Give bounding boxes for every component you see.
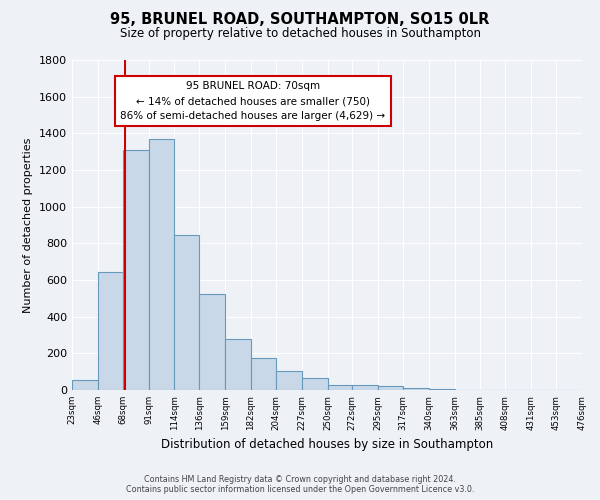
Bar <box>328 384 352 390</box>
Bar <box>378 386 403 390</box>
Bar <box>199 294 225 390</box>
X-axis label: Distribution of detached houses by size in Southampton: Distribution of detached houses by size … <box>161 438 493 451</box>
Bar <box>122 150 149 390</box>
Text: 95, BRUNEL ROAD, SOUTHAMPTON, SO15 0LR: 95, BRUNEL ROAD, SOUTHAMPTON, SO15 0LR <box>110 12 490 28</box>
Bar <box>251 358 276 390</box>
Text: Size of property relative to detached houses in Southampton: Size of property relative to detached ho… <box>119 28 481 40</box>
Bar <box>276 371 302 390</box>
Bar <box>403 388 429 390</box>
Y-axis label: Number of detached properties: Number of detached properties <box>23 138 34 312</box>
Bar <box>302 378 328 390</box>
Bar <box>149 139 175 390</box>
Bar <box>175 235 199 390</box>
Text: Contains public sector information licensed under the Open Government Licence v3: Contains public sector information licen… <box>126 485 474 494</box>
Bar <box>225 338 251 390</box>
Bar <box>98 272 122 390</box>
Text: Contains HM Land Registry data © Crown copyright and database right 2024.: Contains HM Land Registry data © Crown c… <box>144 475 456 484</box>
Text: 95 BRUNEL ROAD: 70sqm
← 14% of detached houses are smaller (750)
86% of semi-det: 95 BRUNEL ROAD: 70sqm ← 14% of detached … <box>121 82 386 121</box>
Bar <box>72 380 98 390</box>
Bar <box>429 389 455 390</box>
Bar <box>352 386 378 390</box>
